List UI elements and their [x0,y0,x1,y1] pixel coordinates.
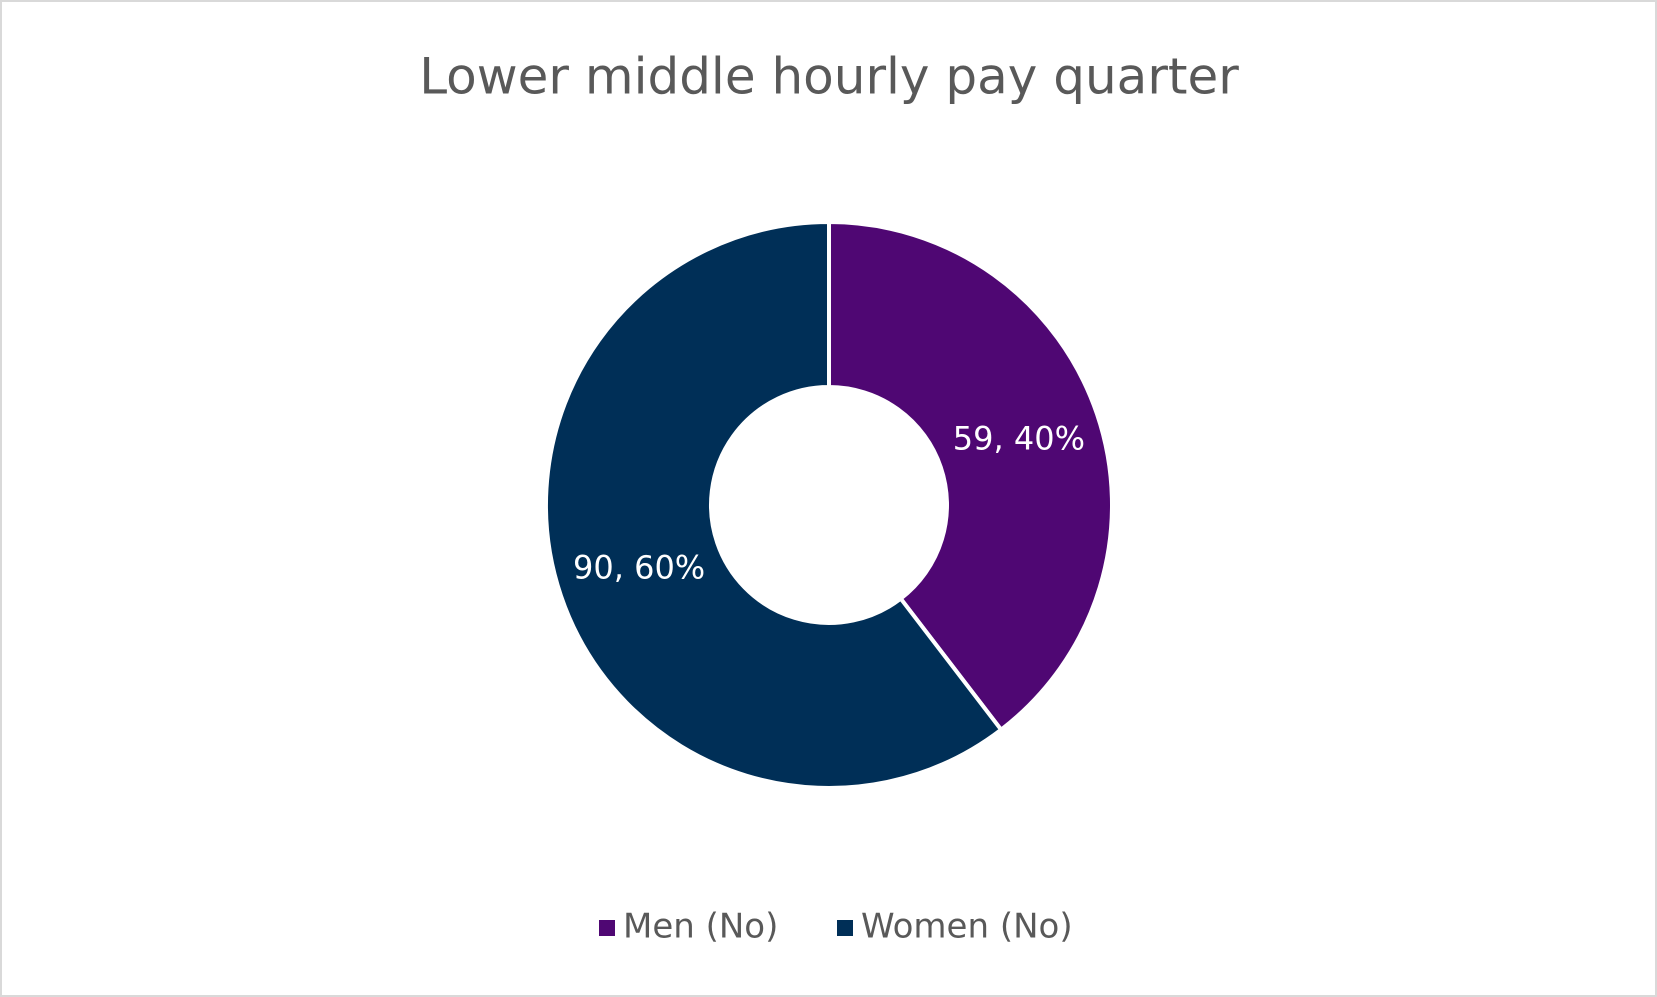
legend-marker [837,920,853,936]
doughnut-slice [827,219,1114,733]
chart-title: Lower middle hourly pay quarter [419,48,1239,106]
doughnut-slice [544,219,1004,790]
legend-label: Men (No) [623,907,778,947]
legend-marker [599,920,615,936]
data-label: 59, 40% [953,420,1085,458]
data-label: 90, 60% [573,548,705,586]
legend-label: Women (No) [861,907,1073,947]
